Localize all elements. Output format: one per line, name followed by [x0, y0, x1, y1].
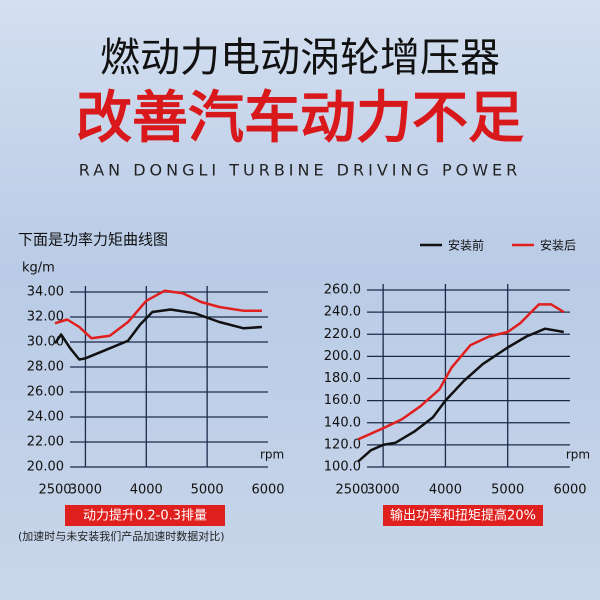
title: 燃动力电动涡轮增压器 [100, 35, 500, 81]
caption: 输出功率和扭矩提高20% [390, 508, 536, 524]
y-tick-label: 160.0 [324, 393, 361, 408]
slogan: 改善汽车动力不足 [76, 86, 524, 151]
y-tick-label: 220.0 [324, 327, 361, 342]
y-tick-label: 100.0 [324, 460, 361, 475]
x-tick-label: 3000 [69, 483, 102, 498]
caption: 动力提升0.2-0.3排量 [83, 508, 207, 524]
series-line [357, 303, 565, 441]
y-tick-label: 24.00 [27, 410, 64, 425]
y-tick-label: 22.00 [27, 435, 64, 450]
x-tick-label: 4000 [130, 483, 163, 498]
y-tick-label: 240.0 [324, 305, 361, 320]
x-tick-label: 3000 [367, 483, 400, 498]
y-axis-label: kg/m [22, 261, 55, 276]
x-tick-label: 6000 [553, 483, 586, 498]
y-tick-label: 28.00 [27, 360, 64, 375]
x-tick-label: 6000 [251, 483, 284, 498]
y-tick-label: 140.0 [324, 415, 361, 430]
legend-label: 安装后 [540, 238, 576, 253]
y-tick-label: 34.00 [27, 285, 64, 300]
y-tick-label: 26.00 [27, 385, 64, 400]
y-tick-label: 200.0 [324, 349, 361, 364]
legend-label: 安装前 [448, 238, 484, 253]
x-tick-label: 4000 [429, 483, 462, 498]
x-tick-label: 2500 [38, 483, 71, 498]
footnote: (加速时与未安装我们产品加速时数据对比) [18, 529, 225, 543]
x-axis-label: rpm [566, 448, 590, 462]
y-tick-label: 180.0 [324, 371, 361, 386]
section-title: 下面是功率力矩曲线图 [18, 231, 168, 249]
series-line [53, 308, 262, 361]
x-tick-label: 5000 [191, 483, 224, 498]
y-tick-label: 120.0 [324, 437, 361, 452]
subtitle: RAN DONGLI TURBINE DRIVING POWER [79, 161, 522, 180]
x-tick-label: 2500 [335, 483, 368, 498]
caption-box [383, 505, 543, 526]
charts: 20.00 22.00 24.00 26.00 28.00 30.00 32.00 34.00… [22, 238, 590, 526]
y-tick-label: 32.00 [27, 310, 64, 325]
x-axis-label: rpm [260, 448, 284, 462]
y-tick-label: 260.0 [324, 283, 361, 298]
series-line [357, 327, 565, 463]
x-tick-label: 5000 [491, 483, 524, 498]
y-tick-label: 30.00 [27, 335, 64, 350]
series-line [54, 289, 262, 340]
y-tick-label: 20.00 [27, 460, 64, 475]
caption-box [65, 505, 225, 526]
